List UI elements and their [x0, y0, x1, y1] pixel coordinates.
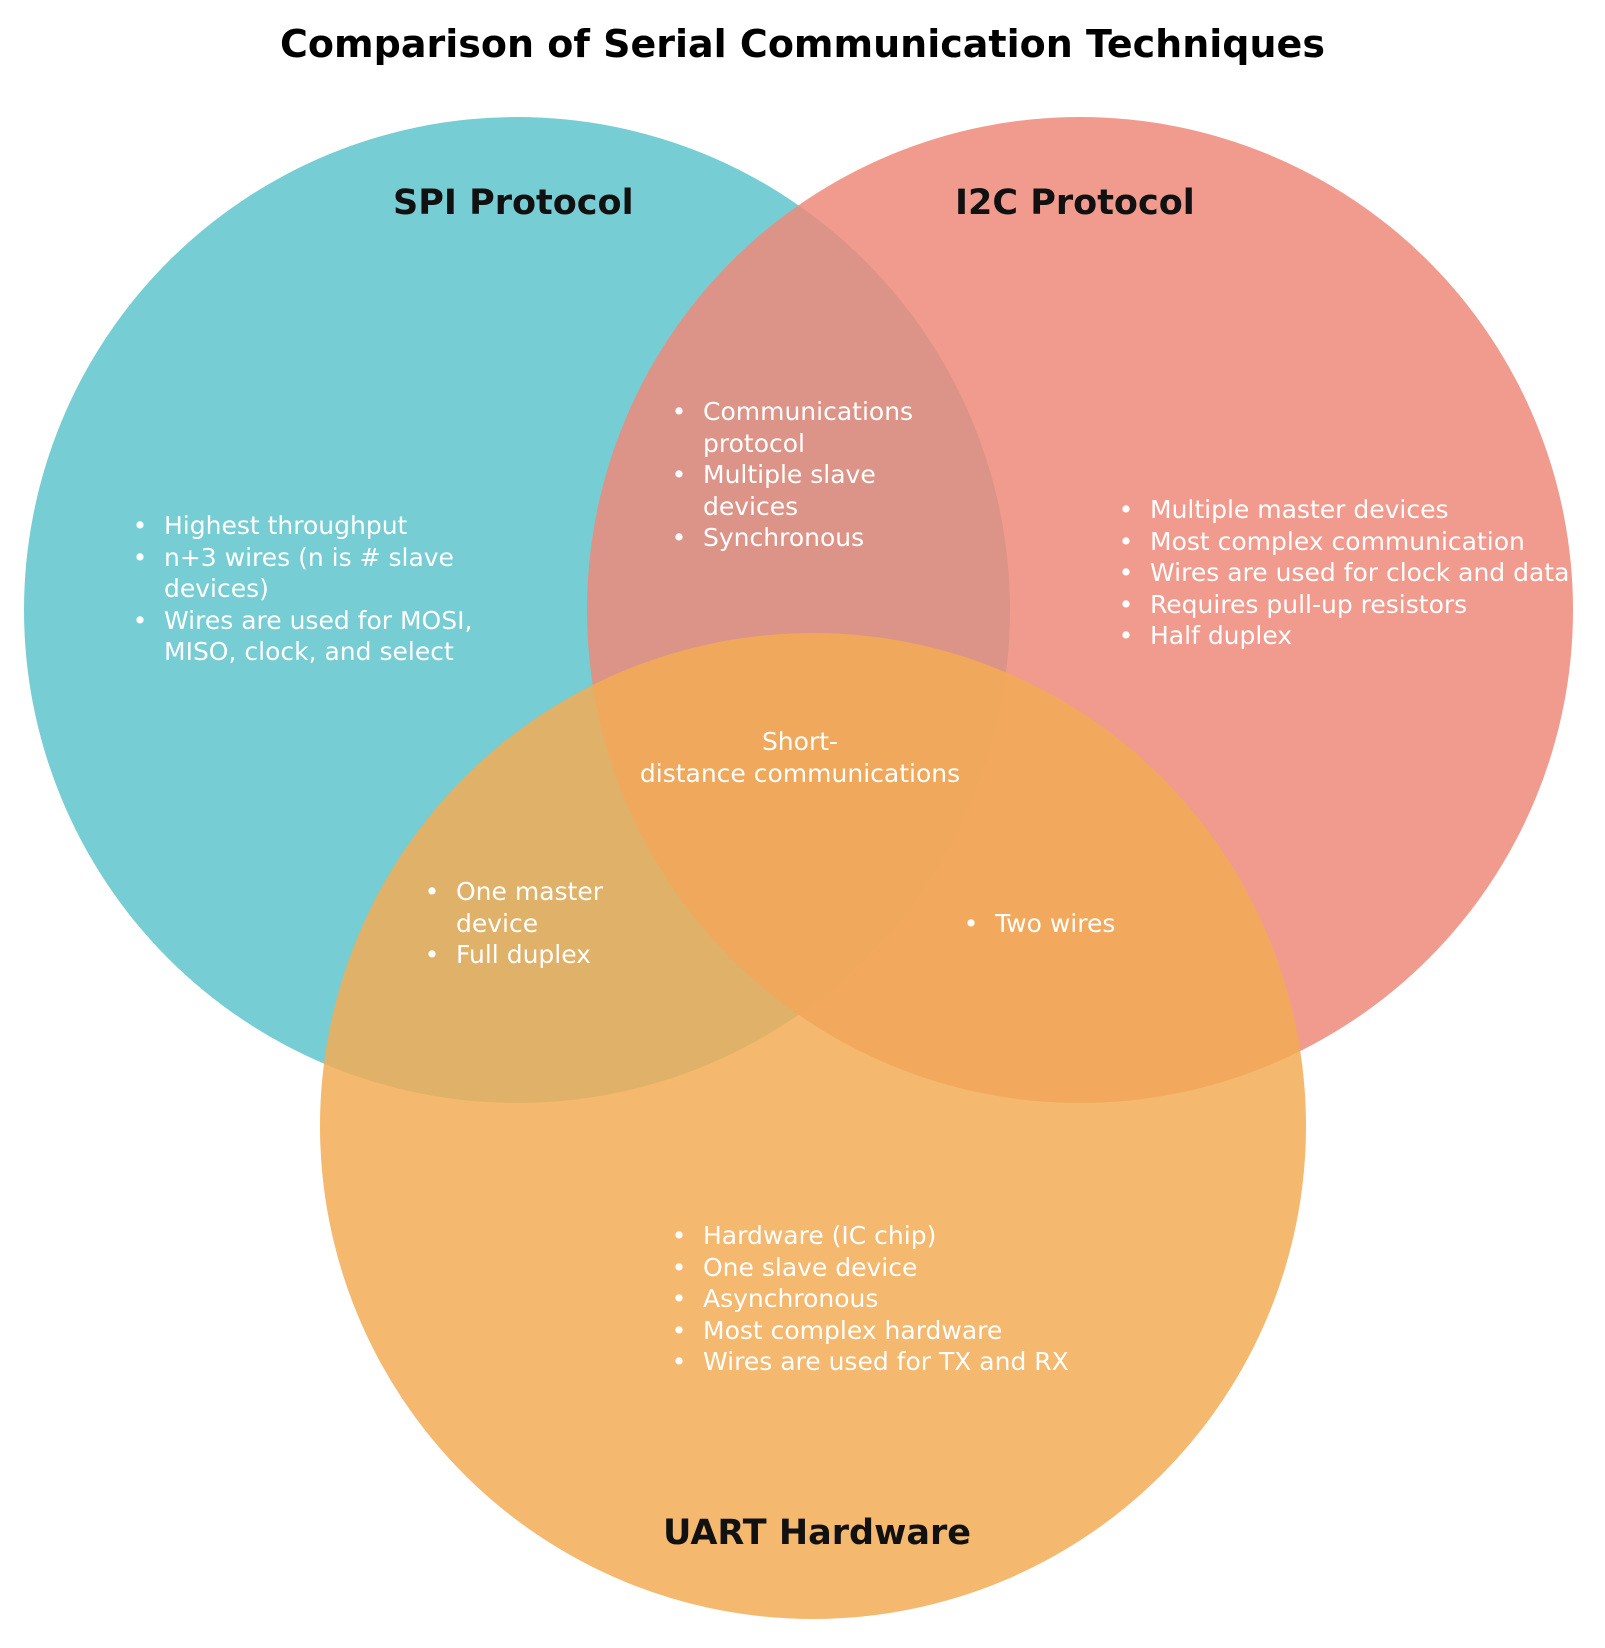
list-item: Hardware (IC chip): [669, 1220, 1203, 1252]
list-item: Asynchronous: [669, 1283, 1203, 1315]
list-item: One master device: [422, 876, 656, 939]
list-item: Communications protocol: [669, 396, 963, 459]
uart-set-label: UART Hardware: [663, 1513, 972, 1553]
all-overlap-line-1: Short-: [761, 727, 839, 756]
i2c-set-label: I2C Protocol: [955, 183, 1195, 223]
all-overlap-text: Short- distance communications: [610, 726, 990, 789]
list-item: Multiple master devices: [1116, 494, 1600, 526]
list-item: Wires are used for TX and RX: [669, 1346, 1203, 1378]
spi-only-list: Highest throughput n+3 wires (n is # sla…: [130, 510, 544, 668]
i2c-uart-overlap-list: Two wires: [961, 908, 1215, 940]
spi-uart-overlap-list: One master device Full duplex: [422, 876, 656, 971]
list-item: Wires are used for MOSI, MISO, clock, an…: [130, 605, 544, 668]
i2c-only-list: Multiple master devices Most complex com…: [1116, 494, 1600, 652]
spi-set-label: SPI Protocol: [393, 183, 634, 223]
list-item: Requires pull-up resistors: [1116, 589, 1600, 621]
list-item: Synchronous: [669, 522, 963, 554]
list-item: Most complex hardware: [669, 1315, 1203, 1347]
uart-only-list: Hardware (IC chip) One slave device Asyn…: [669, 1220, 1203, 1378]
list-item: Multiple slave devices: [669, 459, 963, 522]
list-item: Half duplex: [1116, 620, 1600, 652]
list-item: Wires are used for clock and data: [1116, 557, 1600, 589]
list-item: Highest throughput: [130, 510, 544, 542]
list-item: Two wires: [961, 908, 1215, 940]
spi-i2c-overlap-list: Communications protocol Multiple slave d…: [669, 396, 963, 554]
diagram-title: Comparison of Serial Communication Techn…: [280, 22, 1325, 66]
all-overlap-line-2: distance communications: [639, 758, 961, 788]
list-item: One slave device: [669, 1252, 1203, 1284]
list-item: Most complex communication: [1116, 526, 1600, 558]
list-item: Full duplex: [422, 939, 656, 971]
list-item: n+3 wires (n is # slave devices): [130, 542, 544, 605]
